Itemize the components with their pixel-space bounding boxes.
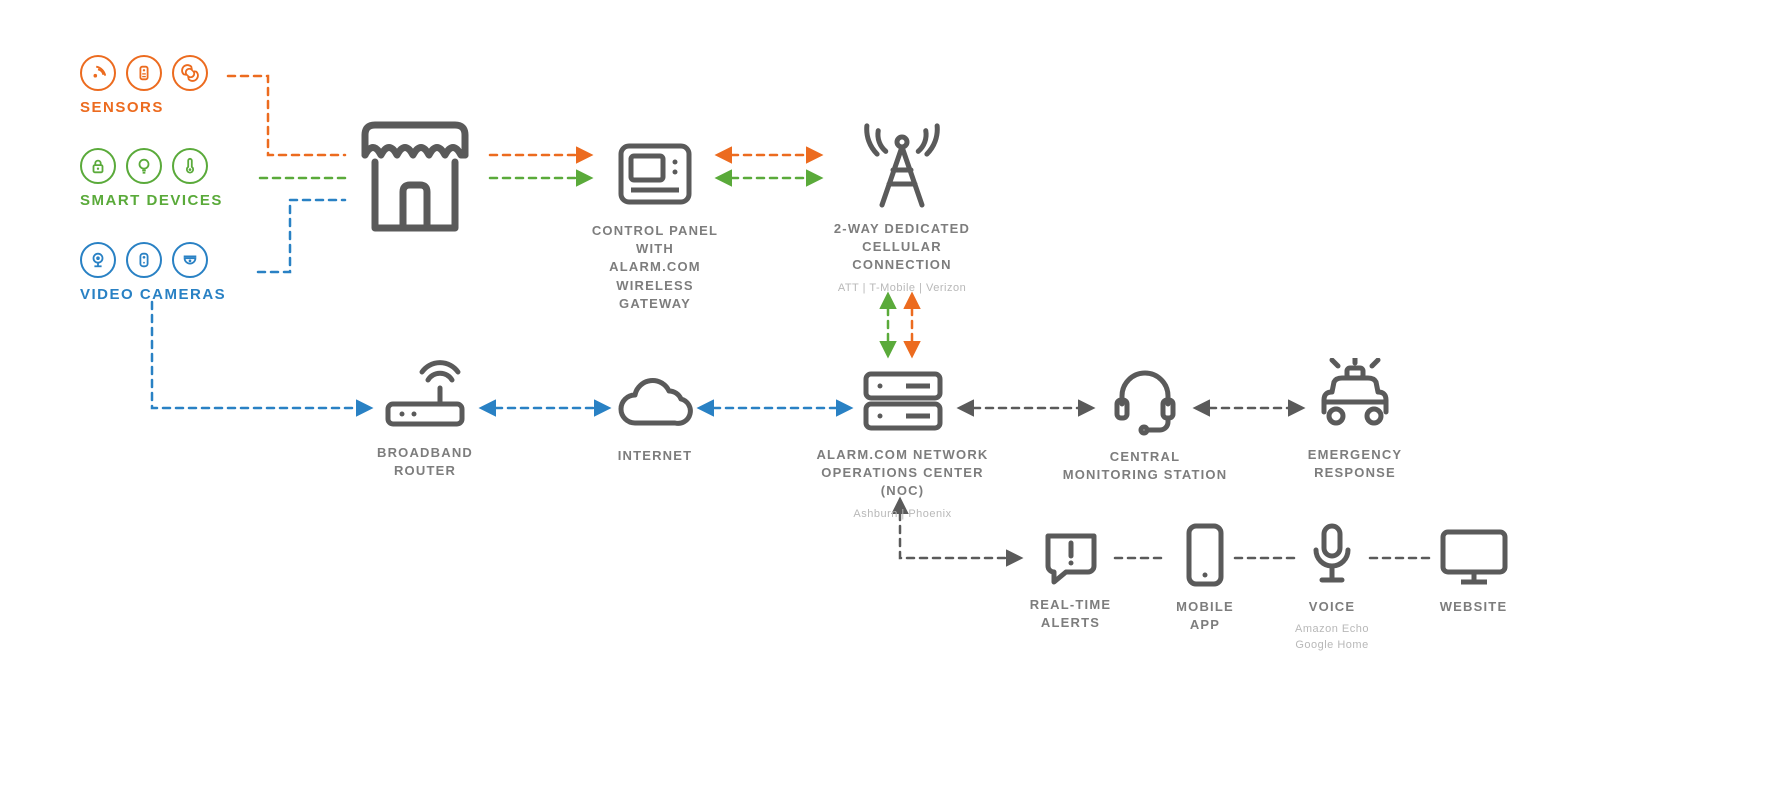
lock-icon	[80, 148, 116, 184]
node-noc: ALARM.COM NETWORKOPERATIONS CENTER (NOC)…	[800, 368, 1005, 522]
router-label: BROADBANDROUTER	[365, 444, 485, 480]
emergency-label: EMERGENCYRESPONSE	[1290, 446, 1420, 482]
node-house	[345, 110, 485, 245]
router-icon	[380, 360, 470, 432]
noc-sublabel: Ashburn | Phoenix	[800, 507, 1005, 522]
webcam-icon	[80, 242, 116, 278]
voice-sublabel: Amazon EchoGoogle Home	[1282, 622, 1382, 653]
cell-tower-label: 2-WAY DEDICATEDCELLULAR CONNECTION	[812, 220, 992, 275]
noc-label: ALARM.COM NETWORKOPERATIONS CENTER (NOC)	[800, 446, 1005, 501]
node-mobile: MOBILEAPP	[1165, 522, 1245, 634]
tower-icon	[847, 120, 957, 210]
sensors-icons	[80, 55, 208, 91]
smart-devices-label: SMART DEVICES	[80, 192, 223, 209]
sensors-label: SENSORS	[80, 99, 208, 116]
bulb-icon	[126, 148, 162, 184]
cms-label: CENTRALMONITORING STATION	[1060, 448, 1230, 484]
server-icon	[858, 368, 948, 434]
node-emergency: EMERGENCYRESPONSE	[1290, 358, 1420, 482]
dome-cam-icon	[172, 242, 208, 278]
headset-icon	[1110, 368, 1180, 436]
doorbell-cam-icon	[126, 242, 162, 278]
alerts-label: REAL-TIMEALERTS	[1018, 596, 1123, 632]
node-voice: VOICE Amazon EchoGoogle Home	[1282, 522, 1382, 653]
police-car-icon	[1310, 358, 1400, 436]
contact-sensor-icon	[126, 55, 162, 91]
node-website: WEBSITE	[1426, 526, 1521, 616]
category-smart-devices: SMART DEVICES	[80, 148, 223, 209]
node-control-panel: CONTROL PANEL WITHALARM.COMWIRELESS GATE…	[585, 140, 725, 313]
voice-label: VOICE	[1282, 598, 1382, 616]
mic-icon	[1308, 522, 1356, 588]
phone-icon	[1183, 522, 1227, 588]
motion-sensor-icon	[80, 55, 116, 91]
node-alerts: REAL-TIMEALERTS	[1018, 528, 1123, 632]
category-video-cameras: VIDEO CAMERAS	[80, 242, 226, 303]
website-label: WEBSITE	[1426, 598, 1521, 616]
cloud-icon	[610, 375, 700, 435]
panel-icon	[615, 140, 695, 208]
node-internet: INTERNET	[600, 375, 710, 465]
video-cameras-label: VIDEO CAMERAS	[80, 286, 226, 303]
internet-label: INTERNET	[600, 447, 710, 465]
cell-tower-sublabel: ATT | T-Mobile | Verizon	[812, 281, 992, 296]
node-cms: CENTRALMONITORING STATION	[1060, 368, 1230, 484]
node-router: BROADBANDROUTER	[365, 360, 485, 480]
node-cell-tower: 2-WAY DEDICATEDCELLULAR CONNECTION ATT |…	[812, 120, 992, 296]
smart-devices-icons	[80, 148, 223, 184]
magnet-sensor-icon	[172, 55, 208, 91]
monitor-icon	[1437, 526, 1511, 588]
video-cameras-icons	[80, 242, 226, 278]
alert-icon	[1040, 528, 1102, 586]
category-sensors: SENSORS	[80, 55, 208, 116]
thermostat-icon	[172, 148, 208, 184]
control-panel-label: CONTROL PANEL WITHALARM.COMWIRELESS GATE…	[585, 222, 725, 313]
mobile-label: MOBILEAPP	[1165, 598, 1245, 634]
house-icon	[345, 110, 485, 240]
